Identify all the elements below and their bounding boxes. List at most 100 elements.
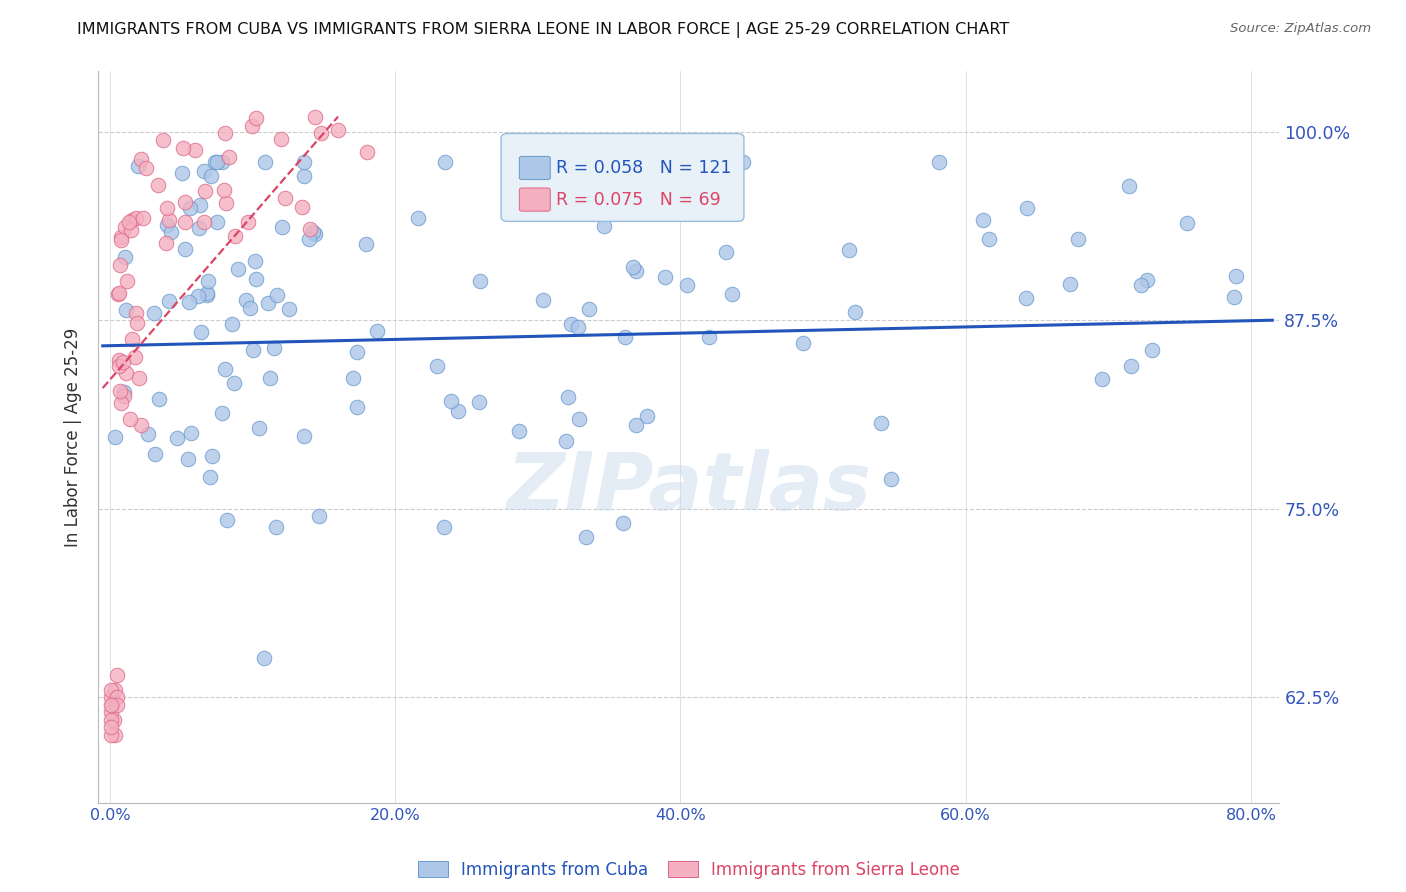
Point	[100, 698, 122, 712]
Point	[292, 154, 315, 169]
Point	[972, 213, 994, 227]
Point	[100, 698, 122, 712]
Point	[194, 185, 217, 199]
Point	[977, 232, 1000, 246]
Point	[187, 289, 209, 303]
Point	[212, 183, 235, 197]
Point	[211, 406, 233, 420]
Point	[354, 236, 377, 251]
Point	[193, 163, 215, 178]
Point	[177, 452, 200, 467]
Point	[578, 301, 600, 316]
Point	[440, 394, 463, 409]
Point	[731, 154, 754, 169]
Point	[174, 215, 197, 229]
Point	[274, 191, 297, 205]
Point	[204, 154, 226, 169]
Point	[838, 244, 860, 258]
Point	[124, 350, 146, 364]
Point	[270, 132, 292, 146]
Point	[100, 682, 122, 697]
Point	[100, 728, 122, 742]
Point	[621, 260, 644, 274]
Point	[198, 470, 221, 484]
Point	[346, 345, 368, 359]
Point	[108, 359, 131, 373]
Point	[593, 219, 616, 234]
Point	[253, 154, 276, 169]
Point	[870, 417, 893, 431]
Point	[218, 150, 240, 164]
Point	[117, 215, 139, 229]
Point	[470, 274, 492, 288]
Point	[114, 219, 136, 234]
Point	[115, 366, 138, 380]
Point	[243, 254, 266, 268]
Point	[179, 202, 201, 216]
Point	[1067, 232, 1090, 246]
Point	[105, 698, 128, 712]
Point	[112, 355, 135, 369]
Point	[127, 316, 149, 330]
Point	[792, 335, 814, 350]
Point	[224, 229, 246, 244]
Point	[366, 324, 388, 338]
Point	[172, 140, 194, 154]
Point	[105, 690, 128, 705]
Point	[157, 213, 180, 227]
Point	[236, 215, 259, 229]
Point	[148, 392, 170, 406]
Point	[156, 218, 179, 232]
Point	[152, 133, 174, 147]
Point	[716, 244, 738, 259]
Point	[612, 516, 634, 531]
Point	[104, 430, 127, 444]
Point	[879, 472, 901, 486]
Point	[184, 143, 207, 157]
Point	[121, 332, 143, 346]
Point	[100, 713, 122, 727]
Point	[100, 720, 122, 734]
Point	[110, 230, 132, 244]
Point	[1142, 343, 1164, 357]
Point	[291, 200, 314, 214]
Point	[844, 305, 866, 319]
Point	[294, 428, 316, 442]
Point	[107, 285, 129, 300]
Point	[356, 145, 378, 159]
Point	[125, 306, 148, 320]
Point	[205, 215, 228, 229]
Point	[676, 278, 699, 293]
Point	[107, 287, 129, 301]
Point	[214, 126, 236, 140]
Point	[174, 242, 197, 256]
Point	[115, 302, 138, 317]
Point	[177, 295, 200, 310]
Point	[211, 154, 233, 169]
Text: R = 0.058   N = 121: R = 0.058 N = 121	[555, 159, 731, 177]
Point	[709, 154, 731, 169]
Point	[142, 306, 165, 320]
Point	[298, 222, 321, 236]
Point	[108, 352, 131, 367]
Point	[228, 261, 250, 276]
Point	[247, 421, 270, 435]
Point	[720, 287, 742, 301]
Point	[188, 198, 211, 212]
Point	[156, 202, 179, 216]
Text: Source: ZipAtlas.com: Source: ZipAtlas.com	[1230, 22, 1371, 36]
Point	[264, 519, 287, 533]
Point	[217, 513, 239, 527]
Point	[104, 682, 127, 697]
Point	[131, 417, 153, 432]
Point	[308, 508, 330, 523]
Point	[135, 161, 157, 176]
Point	[1225, 268, 1247, 283]
Point	[326, 123, 349, 137]
Point	[624, 264, 647, 278]
Point	[406, 211, 429, 225]
Point	[131, 153, 153, 167]
Point	[117, 274, 139, 288]
Point	[201, 449, 224, 463]
Point	[100, 706, 122, 720]
